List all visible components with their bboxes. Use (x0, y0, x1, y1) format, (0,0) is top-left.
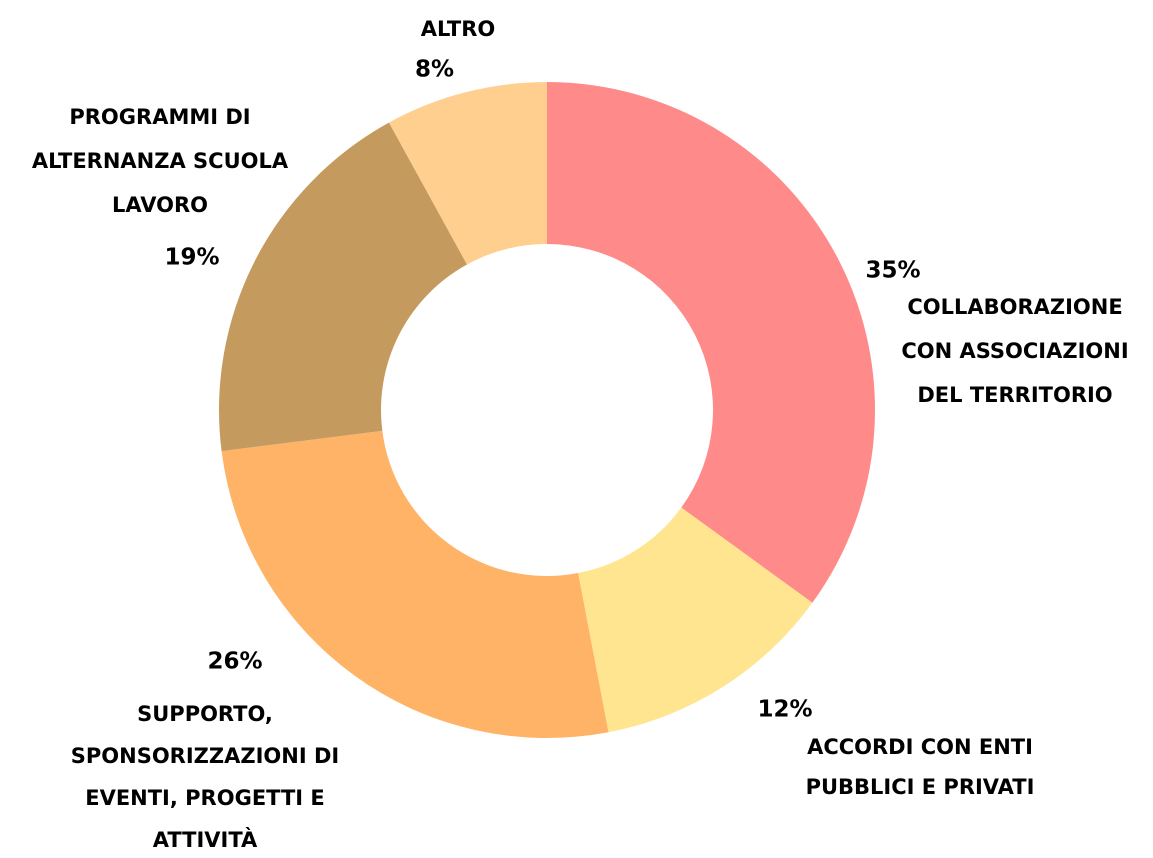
slice-label: PROGRAMMI DI ALTERNANZA SCUOLA LAVORO (32, 105, 289, 217)
slice-label: COLLABORAZIONE CON ASSOCIAZIONI DEL TERRIT… (901, 295, 1128, 407)
slice-label: SUPPORTO, SPONSORIZZAZIONI DI EVENTI, PROG… (71, 702, 339, 852)
donut-slice (221, 430, 609, 738)
percent-label: 26% (207, 649, 262, 675)
percent-label: 35% (865, 258, 920, 284)
donut-slice (218, 122, 468, 452)
donut-slice (388, 82, 547, 265)
percent-label: 8% (415, 57, 454, 83)
percent-label: 12% (757, 697, 812, 723)
slice-label: ALTRO (421, 17, 496, 41)
donut-slice (547, 82, 875, 603)
slice-label: ACCORDI CON ENTI PUBBLICI E PRIVATI (806, 735, 1035, 799)
donut-slice (578, 507, 813, 733)
percent-label: 19% (164, 245, 219, 271)
